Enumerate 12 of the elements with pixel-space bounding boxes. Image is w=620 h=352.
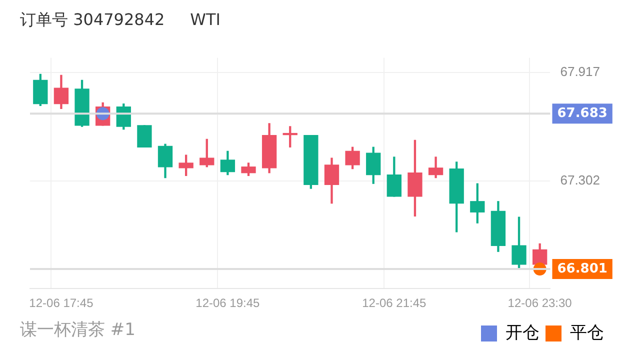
chart-title: 订单号 304792842 WTI <box>20 10 220 31</box>
legend-label: 平仓 <box>570 323 604 342</box>
x-tick-label: 12-06 21:45 <box>362 296 427 310</box>
y-tick-label: 67.917 <box>560 64 600 79</box>
ref-line-label: 67.683 <box>557 106 608 122</box>
text: 谋一杯清茶 #1 <box>20 319 136 341</box>
legend-label: 开仓 <box>506 323 540 342</box>
y-tick-label: 67.302 <box>560 172 600 188</box>
ref-line-label: 66.801 <box>557 261 608 276</box>
x-tick-label: 12-06 17:45 <box>29 296 94 310</box>
x-tick-label: 12-06 19:45 <box>196 296 260 310</box>
x-tick-label: 12-06 23:30 <box>508 296 572 310</box>
